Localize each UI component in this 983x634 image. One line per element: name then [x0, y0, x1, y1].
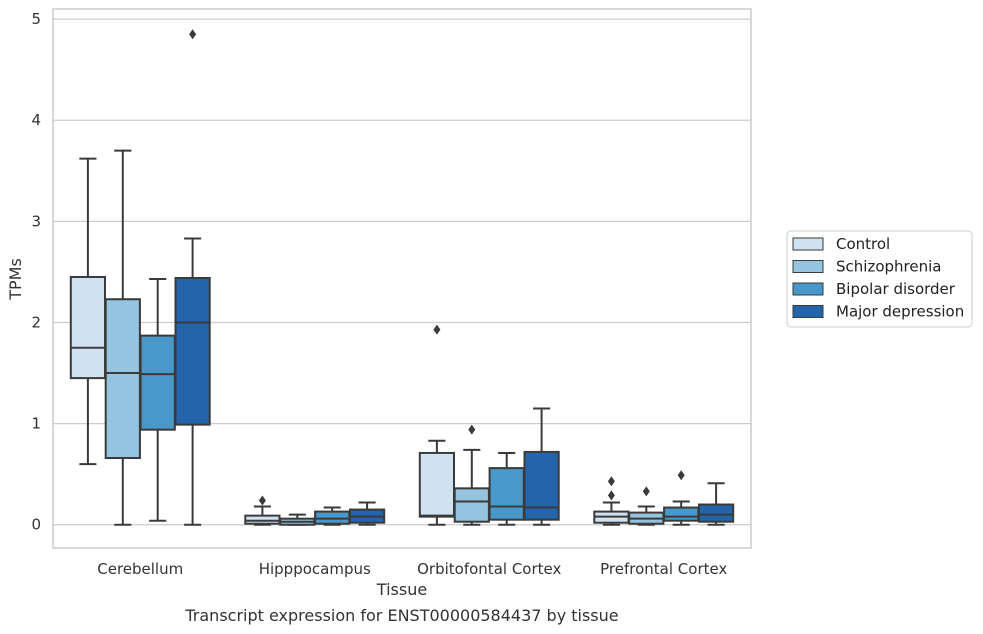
box: [104, 149, 141, 526]
outlier-point: [607, 490, 615, 501]
legend-swatch: [792, 260, 824, 273]
box-iqr: [139, 334, 176, 431]
box-iqr: [523, 450, 560, 521]
legend-swatch: [792, 282, 824, 296]
box: [279, 513, 316, 526]
y-tick-labels: 0 1 2 3 4 5: [31, 10, 41, 534]
y-tick-label: 3: [31, 212, 41, 230]
legend-frame: [786, 230, 973, 328]
y-axis-label: TPMs: [6, 258, 25, 301]
box: [453, 424, 490, 526]
box: [348, 501, 386, 526]
y-tick-label: 5: [31, 10, 41, 28]
legend-label: Control: [836, 235, 890, 253]
box: [697, 482, 735, 526]
x-axis-label: Tissue: [376, 580, 427, 599]
box-iqr: [453, 487, 490, 523]
box-iqr: [418, 451, 456, 518]
box: [418, 324, 456, 526]
box-iqr: [697, 503, 735, 523]
x-tick-label: Prefrontal Cortex: [600, 560, 727, 578]
box: [628, 486, 665, 526]
outlier-point: [607, 476, 615, 487]
box-iqr: [488, 467, 525, 521]
legend-label: Bipolar disorder: [836, 280, 956, 298]
chart-caption: Transcript expression for ENST0000058443…: [184, 606, 618, 625]
outlier-point: [468, 424, 476, 435]
y-tick-label: 0: [31, 516, 41, 534]
outlier-point: [433, 324, 441, 335]
box-plot-series: [69, 29, 735, 526]
box: [314, 506, 351, 526]
y-tick-label: 1: [31, 415, 41, 433]
box: [174, 29, 211, 526]
outlier-point: [677, 470, 685, 481]
legend-swatch: [792, 237, 824, 251]
box: [593, 476, 630, 526]
box: [488, 451, 525, 526]
box: [244, 495, 281, 526]
box-iqr: [244, 514, 281, 525]
legend: Control Schizophrenia Bipolar disorder Majo…: [786, 230, 973, 328]
box-iqr: [663, 506, 700, 522]
x-tick-label: Orbitofontal Cortex: [417, 560, 561, 578]
legend-label: Major depression: [836, 303, 964, 321]
plot-frame: [52, 8, 752, 549]
box-iqr: [314, 510, 351, 525]
box: [663, 470, 700, 526]
box: [69, 157, 107, 466]
outlier-point: [642, 486, 650, 497]
legend-swatch: [792, 305, 824, 318]
y-tick-label: 4: [31, 111, 41, 129]
box: [139, 278, 176, 522]
box-iqr: [69, 275, 107, 380]
x-tick-label: Hipppocampus: [259, 560, 371, 578]
x-tick-labels: Cerebellum Hipppocampus Orbitofontal Corte…: [97, 560, 727, 578]
y-tick-label: 2: [31, 313, 41, 331]
outlier-point: [189, 29, 197, 40]
box-iqr: [174, 276, 211, 426]
box-iqr: [104, 298, 141, 459]
outlier-point: [258, 495, 266, 506]
box: [523, 407, 560, 526]
legend-label: Schizophrenia: [836, 258, 941, 276]
x-tick-label: Cerebellum: [97, 560, 183, 578]
